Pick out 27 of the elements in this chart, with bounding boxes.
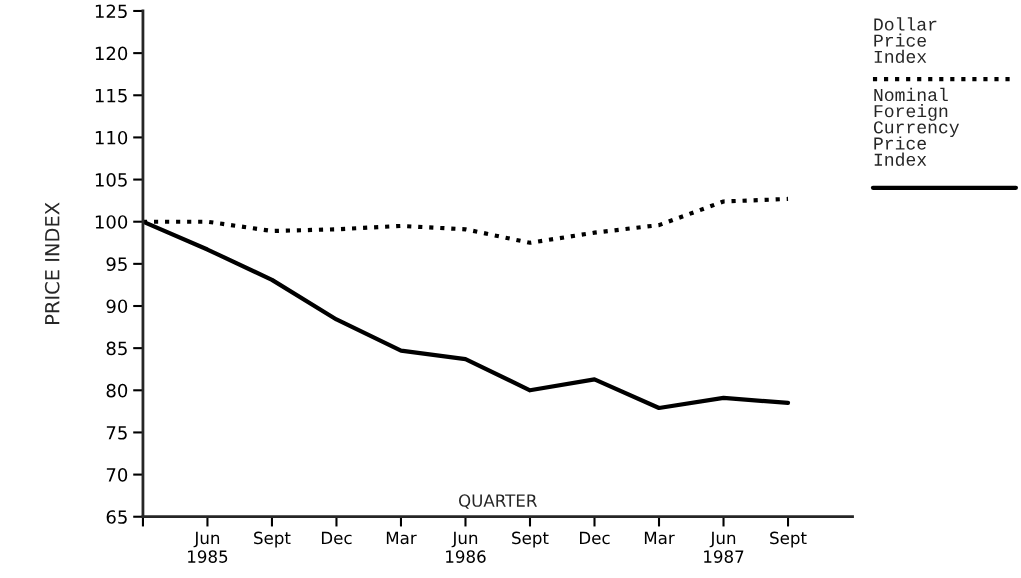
x-tick-label: Mar [386, 531, 417, 545]
x-tick-label: Jun 1987 [704, 531, 744, 563]
x-tick-label: Jun 1985 [188, 531, 228, 563]
x-tick-label: Dec [580, 531, 610, 545]
y-tick-label: 75 [106, 426, 127, 440]
y-axis-title: PRICE INDEX [44, 202, 60, 324]
x-tick-label: Sept [770, 531, 807, 548]
y-tick-label: 105 [95, 173, 127, 187]
y-tick-label: 115 [95, 88, 127, 103]
text: Nominal Foreign Currency Price Index [873, 87, 960, 166]
y-tick-label: 70 [106, 468, 128, 482]
y-tick-label: 95 [106, 257, 127, 271]
x-tick-label: Sept [512, 531, 549, 548]
y-tick-label: 80 [106, 383, 128, 398]
y-tick-label: 120 [95, 46, 128, 61]
x-axis-title: QUARTER [458, 494, 537, 509]
y-tick-label: 125 [95, 4, 127, 19]
text: Dollar Price Index [874, 17, 937, 64]
y-tick-label: 85 [106, 341, 127, 356]
x-tick-label: Dec [321, 531, 352, 545]
y-tick-label: 65 [106, 510, 127, 524]
y-tick-label: 90 [106, 299, 128, 314]
y-tick-label: 100 [95, 215, 128, 229]
x-tick-label: Jun 1986 [446, 531, 486, 563]
x-tick-label: Mar [644, 531, 675, 545]
y-tick-label: 110 [95, 130, 128, 145]
x-tick-label: Sept [254, 531, 291, 548]
